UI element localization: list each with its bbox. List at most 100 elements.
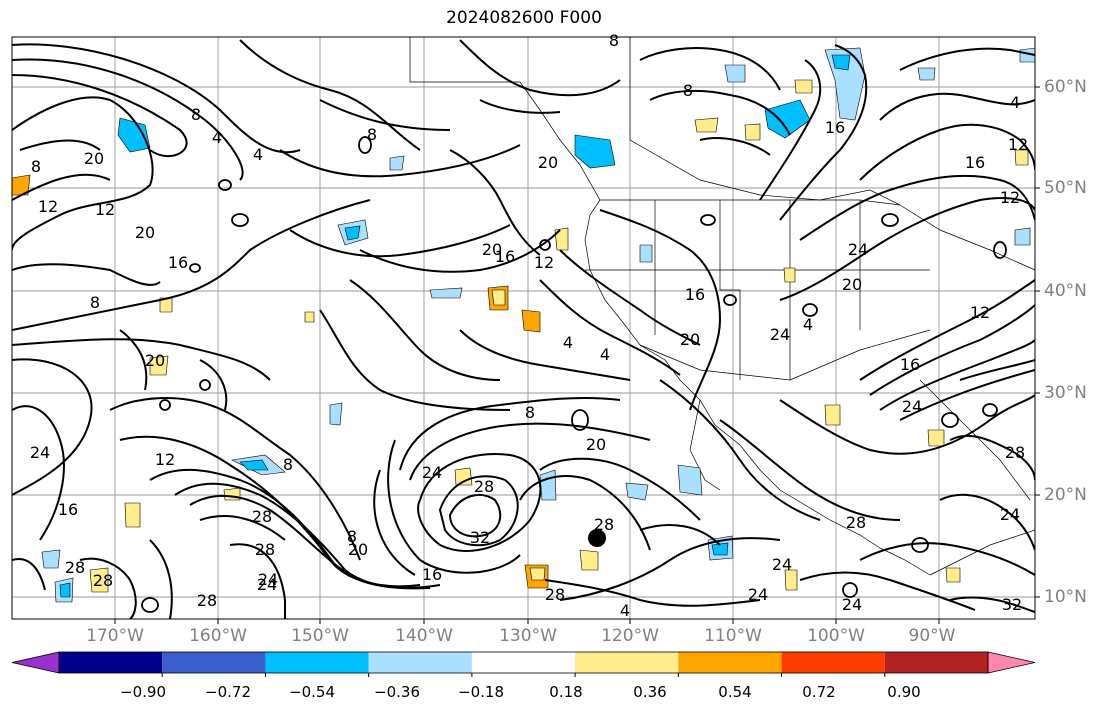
contour-label-group: 8 8 8 4 4 20 20 16 12 8 4 12 12 20 16 20… [30, 31, 1028, 620]
colorbar-extend-high [987, 651, 1036, 674]
contour-label: 12 [95, 200, 115, 219]
contour-label: 16 [495, 247, 515, 266]
colorbar-label: −0.72 [205, 683, 251, 701]
contour-label: 24 [30, 443, 50, 462]
contour-label: 8 [191, 105, 201, 124]
contour-label: 8 [283, 455, 293, 474]
contour-label: 24 [770, 325, 790, 344]
colorbar-segment [471, 652, 576, 673]
contour-label: 12 [1000, 188, 1020, 207]
lat-label: 60°N [1044, 77, 1087, 97]
contour-label: 20 [538, 153, 558, 172]
lon-label: 120°W [601, 626, 659, 646]
contour-label: 4 [253, 145, 263, 164]
contour-label: 24 [257, 575, 277, 594]
colorbar-segment [678, 652, 782, 673]
colorbar-label: 0.18 [549, 683, 583, 701]
contour-label: 4 [563, 333, 573, 352]
lon-label: 160°W [189, 626, 247, 646]
contour-label: 16 [965, 153, 985, 172]
contour-lines [12, 39, 1035, 619]
colorbar-segment [781, 652, 885, 673]
colorbar-segment [59, 652, 163, 673]
contour-blobs [141, 136, 1007, 613]
contour-label: 24 [842, 595, 862, 614]
boundaries [409, 37, 1035, 576]
contour-label: 24 [772, 555, 792, 574]
contour-label: 24 [748, 585, 768, 604]
contour-label: 8 [367, 125, 377, 144]
storm-marker [588, 529, 606, 547]
contour-label: 12 [38, 197, 58, 216]
lon-label: 100°W [807, 626, 865, 646]
colorbar-label: −0.90 [120, 683, 166, 701]
contour-label: 4 [803, 315, 813, 334]
contour-label: 12 [534, 253, 554, 272]
lon-label: 170°W [86, 626, 144, 646]
contour-label: 8 [525, 403, 535, 422]
colorbar-extend-low [11, 651, 60, 674]
lat-label: 30°N [1044, 383, 1087, 403]
contour-label: 4 [600, 345, 610, 364]
lon-label: 130°W [499, 626, 557, 646]
colorbar-segment [265, 652, 369, 673]
contour-label: 4 [212, 128, 222, 147]
colorbar-label: −0.54 [289, 683, 335, 701]
contour-label: 24 [848, 240, 868, 259]
lat-label: 40°N [1044, 281, 1087, 301]
lon-label: 110°W [704, 626, 762, 646]
contour-label: 24 [1000, 505, 1020, 524]
contour-label: 28 [93, 571, 113, 590]
colorbar-label: 0.90 [887, 683, 921, 701]
colorbar-segment [884, 652, 988, 673]
contour-label: 20 [482, 240, 502, 259]
shaded-patches [12, 47, 1035, 603]
contour-label: 8 [609, 31, 619, 50]
colorbar-outline [58, 651, 989, 674]
contour-label: 8 [347, 527, 357, 546]
lon-label: 90°W [908, 626, 956, 646]
contour-label: 24 [258, 570, 278, 589]
contour-label: 16 [168, 253, 188, 272]
lon-label: 150°W [291, 626, 349, 646]
colorbar-label: 0.72 [802, 683, 836, 701]
contour-label: 16 [422, 565, 442, 584]
lat-label: 50°N [1044, 178, 1087, 198]
contour-label: 20 [135, 223, 155, 242]
contour-label: 20 [680, 330, 700, 349]
contour-label: 20 [145, 351, 165, 370]
map-title: 2024082600 F000 [446, 8, 602, 28]
contour-label: 20 [84, 149, 104, 168]
contour-label: 24 [902, 397, 922, 416]
contour-label: 32 [1002, 595, 1022, 614]
contour-label: 28 [1005, 443, 1025, 462]
contour-label: 4 [1010, 93, 1020, 112]
contour-label: 28 [545, 585, 565, 604]
lat-label: 20°N [1044, 485, 1087, 505]
contour-label: 20 [348, 540, 368, 559]
contour-label: 12 [155, 450, 175, 469]
contour-label: 20 [842, 275, 862, 294]
contour-label: 28 [594, 515, 614, 534]
contour-label: 12 [970, 303, 990, 322]
contour-label: 4 [620, 601, 630, 620]
contour-label: 24 [422, 463, 442, 482]
contour-label: 8 [31, 157, 41, 176]
contour-label: 28 [846, 513, 866, 532]
colorbar-segment [368, 652, 472, 673]
contour-label: 16 [825, 118, 845, 137]
colorbar [11, 651, 1036, 677]
contour-label: 28 [65, 558, 85, 577]
contour-label: 28 [252, 507, 272, 526]
contour-label: 28 [255, 540, 275, 559]
colorbar-label: 0.54 [718, 683, 752, 701]
colorbar-label: 0.36 [633, 683, 667, 701]
contour-label: 28 [197, 591, 217, 610]
contour-label: 16 [900, 355, 920, 374]
colorbar-label: −0.36 [374, 683, 420, 701]
contour-label: 32 [470, 528, 490, 547]
contour-label: 16 [685, 285, 705, 304]
contour-label: 12 [1008, 135, 1028, 154]
colorbar-label: −0.18 [458, 683, 504, 701]
